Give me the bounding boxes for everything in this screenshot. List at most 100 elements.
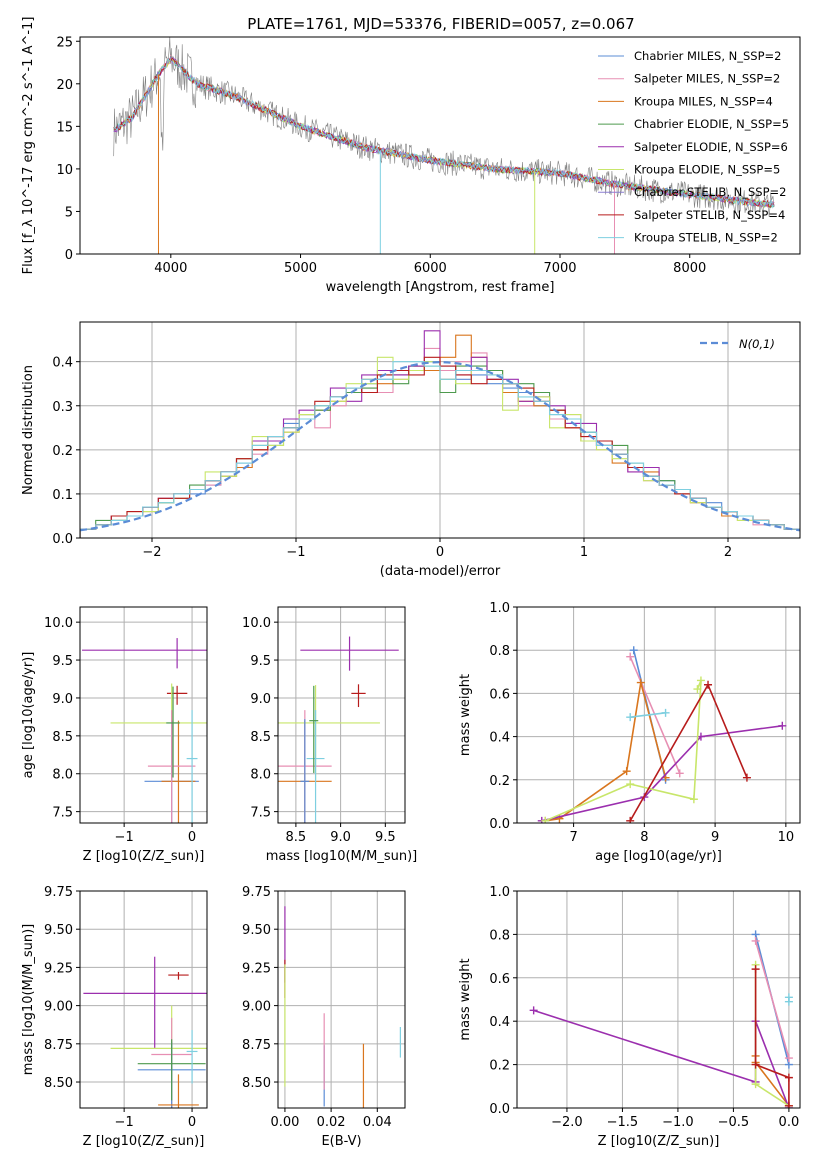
errorbar-point: [186, 710, 198, 823]
plot-area: [284, 906, 401, 1108]
plot-area: [278, 636, 399, 823]
x-tick-label: 7: [569, 830, 577, 845]
y-tick-label: 8.50: [44, 1076, 73, 1091]
ticks: 0.00 0.02 0.04 8.50 8.75 9.00 9.25 9.50 9.75: [242, 885, 392, 1130]
legend-entry: Salpeter ELODIE, N_SSP=6: [634, 140, 788, 154]
legend-entry: Chabrier STELIB, N_SSP=2: [634, 185, 786, 199]
weight-marker: [751, 1080, 760, 1089]
y-tick-label: 10.0: [44, 616, 73, 631]
x-tick-label: 0.00: [270, 1115, 299, 1130]
y-tick-label: 8.5: [52, 730, 73, 745]
y-tick-label: 0.6: [489, 687, 510, 702]
y-tick-label: 9.0: [52, 692, 73, 707]
y-tick-label: 0.0: [52, 532, 73, 547]
weight-marker: [529, 1006, 538, 1015]
ticks: −1 0 7.5 8.0 8.5 9.0 9.5 10.0: [44, 616, 196, 845]
x-tick-label: −1.0: [662, 1115, 694, 1130]
legend: N(0,1): [700, 337, 775, 351]
y-tick-label: 0.4: [52, 356, 73, 371]
ticks: 7 8 9 10 0.0 0.2 0.4 0.6 0.8 1.0: [489, 601, 794, 845]
plot-area: [80, 330, 800, 538]
errorbar-point: [306, 710, 325, 823]
x-axis-label: Z [log10(Z/Z_sun)]: [598, 1134, 720, 1149]
legend-entry: Salpeter STELIB, N_SSP=4: [634, 208, 785, 222]
weight-line-3: [630, 712, 666, 718]
weight-marker: [784, 1101, 793, 1108]
panel-mass-age: 8.5 9.0 9.5 7.5 8.0 8.5 9.0 9.5 10.0 mass [log10(…: [242, 606, 418, 864]
y-tick-label: 15: [56, 120, 73, 135]
x-tick-label: 2: [724, 545, 732, 560]
axes-frame: [277, 606, 406, 824]
axes-frame: [79, 606, 208, 824]
weight-marker: [693, 685, 702, 694]
x-axis-label: mass [log10(M/M_sun)]: [266, 849, 418, 864]
legend-entry: Chabrier ELODIE, N_SSP=5: [634, 117, 789, 131]
weight-marker: [626, 816, 635, 823]
weight-line-1: [629, 656, 681, 774]
y-tick-label: 25: [56, 35, 73, 50]
weight-line-1: [754, 940, 790, 1059]
y-axis-label: mass weight: [458, 674, 473, 756]
y-tick-label: 8.5: [250, 730, 271, 745]
weight-marker: [704, 680, 713, 689]
weight-line-5: [544, 680, 702, 822]
panel-Z-weight: −2.0 −1.5 −1.0 −0.5 0.0 0.0 0.2 0.4 0.6 0.8 1.0 Z […: [458, 885, 801, 1149]
errorbar-point: [137, 1039, 206, 1101]
weight-marker: [626, 713, 635, 722]
axes-frame: [79, 36, 801, 255]
errorbar-point: [300, 719, 310, 823]
y-tick-label: 10.0: [242, 616, 271, 631]
y-tick-label: 1.0: [489, 601, 510, 616]
x-tick-label: −2: [142, 545, 161, 560]
y-tick-label: 8.50: [242, 1076, 271, 1091]
weight-marker: [784, 1054, 793, 1063]
y-tick-label: 9.5: [250, 654, 271, 669]
plot-area: [113, 37, 775, 254]
x-tick-label: 7000: [543, 261, 576, 276]
y-tick-label: 1.0: [489, 885, 510, 900]
x-tick-label: −1: [286, 545, 305, 560]
legend-entry: Kroupa MILES, N_SSP=4: [634, 94, 773, 108]
weight-marker: [661, 708, 670, 717]
x-tick-label: 9.0: [330, 830, 351, 845]
plot-area: [529, 930, 793, 1108]
legend: Chabrier MILES, N_SSP=2 Salpeter MILES, N…: [598, 49, 789, 245]
normal-curve: [80, 360, 800, 532]
x-tick-label: 0: [188, 830, 196, 845]
y-tick-label: 0.1: [52, 488, 73, 503]
y-tick-label: 9.75: [44, 885, 73, 900]
y-axis-label: age [log10(age/yr)]: [21, 652, 36, 779]
x-tick-label: 1: [580, 545, 588, 560]
weight-line-4: [541, 725, 783, 822]
x-tick-label: −1.5: [607, 1115, 639, 1130]
y-tick-label: 8.75: [242, 1038, 271, 1053]
x-tick-label: 5000: [284, 261, 317, 276]
plot-area: [537, 646, 787, 823]
legend-entry: N(0,1): [739, 337, 775, 351]
errorbar-point: [161, 720, 196, 823]
y-tick-label: 8.0: [52, 768, 73, 783]
errorbar-point: [300, 636, 399, 671]
x-axis-label: age [log10(age/yr)]: [595, 849, 722, 864]
x-tick-label: −1: [115, 830, 134, 845]
y-axis-label: mass [log10(M/M_sun)]: [21, 924, 36, 1076]
y-tick-label: 7.5: [250, 806, 271, 821]
y-tick-label: 0.0: [489, 817, 510, 832]
errorbar-point: [158, 1074, 199, 1108]
x-tick-label: 0: [188, 1115, 196, 1130]
weight-line-4: [533, 1009, 790, 1108]
weight-marker: [626, 780, 635, 789]
x-tick-label: −0.5: [718, 1115, 750, 1130]
weight-marker: [541, 816, 550, 823]
weight-marker: [675, 769, 684, 778]
y-tick-label: 0.8: [489, 928, 510, 943]
grid-lines: [278, 890, 405, 1108]
observed-spectrum: [113, 37, 775, 217]
y-tick-label: 9.25: [44, 961, 73, 976]
y-tick-label: 5: [65, 205, 73, 220]
errorbar-point: [166, 686, 180, 778]
y-tick-label: 10: [56, 163, 73, 178]
grid-lines: [80, 607, 207, 823]
